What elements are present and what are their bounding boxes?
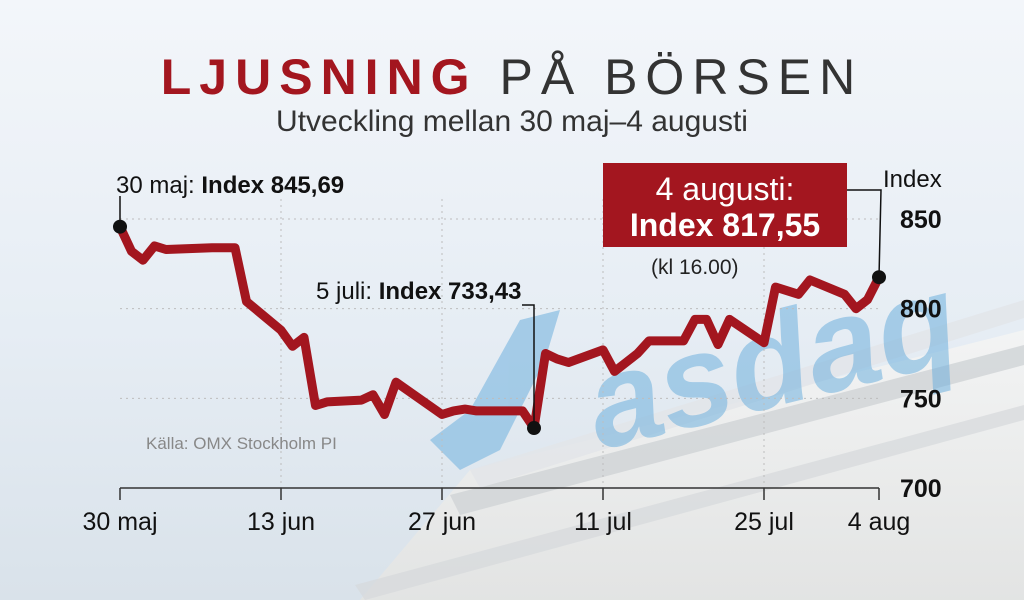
axes: [119, 487, 880, 500]
x-tick-label: 30 maj: [82, 508, 157, 536]
x-tick-label: 25 jul: [734, 508, 794, 536]
mid-value: Index 733,43: [378, 278, 522, 305]
start-value: Index 845,69: [201, 172, 345, 199]
mid-marker: [527, 421, 541, 436]
x-tick-label: 27 jun: [408, 508, 476, 536]
start-annotation: 30 maj: Index 845,69: [116, 172, 344, 200]
chart-subtitle: Utveckling mellan 30 maj–4 augusti: [276, 105, 748, 138]
start-label: 30 maj:: [116, 172, 195, 199]
markers: [113, 219, 886, 436]
series-line: [115, 222, 884, 433]
end-callout-value: Index 817,55: [629, 207, 821, 243]
x-tick-label: 13 jun: [247, 508, 315, 536]
y-axis-title: Index: [883, 166, 942, 193]
series-line-path: [115, 222, 884, 433]
end-marker: [872, 270, 886, 285]
mid-label: 5 juli:: [316, 278, 373, 305]
source-note: Källa: OMX Stockholm PI: [146, 434, 337, 453]
end-callout: 4 augusti: Index 817,55: [603, 163, 847, 247]
title-bold: LJUSNING: [160, 49, 478, 105]
x-tick-label: 4 aug: [848, 508, 911, 536]
y-tick-label: 750: [900, 385, 942, 413]
end-callout-date: 4 augusti:: [655, 171, 795, 207]
chart-title: LJUSNING PÅ BÖRSEN: [0, 52, 1024, 102]
start-marker: [113, 219, 127, 234]
mid-annotation: 5 juli: Index 733,43: [316, 278, 521, 306]
end-time-note: (kl 16.00): [651, 256, 739, 279]
end-connector: [847, 189, 882, 278]
title-light: PÅ BÖRSEN: [499, 49, 864, 105]
y-tick-label: 800: [900, 296, 942, 324]
y-tick-label: 700: [900, 475, 942, 503]
y-tick-label: 850: [900, 206, 942, 234]
x-tick-label: 11 jul: [574, 508, 632, 536]
mid-connector: [522, 304, 535, 429]
tick-labels: 30 maj 13 jun 27 jun 11 jul 25 jul 4 aug 700 75…: [82, 206, 941, 536]
